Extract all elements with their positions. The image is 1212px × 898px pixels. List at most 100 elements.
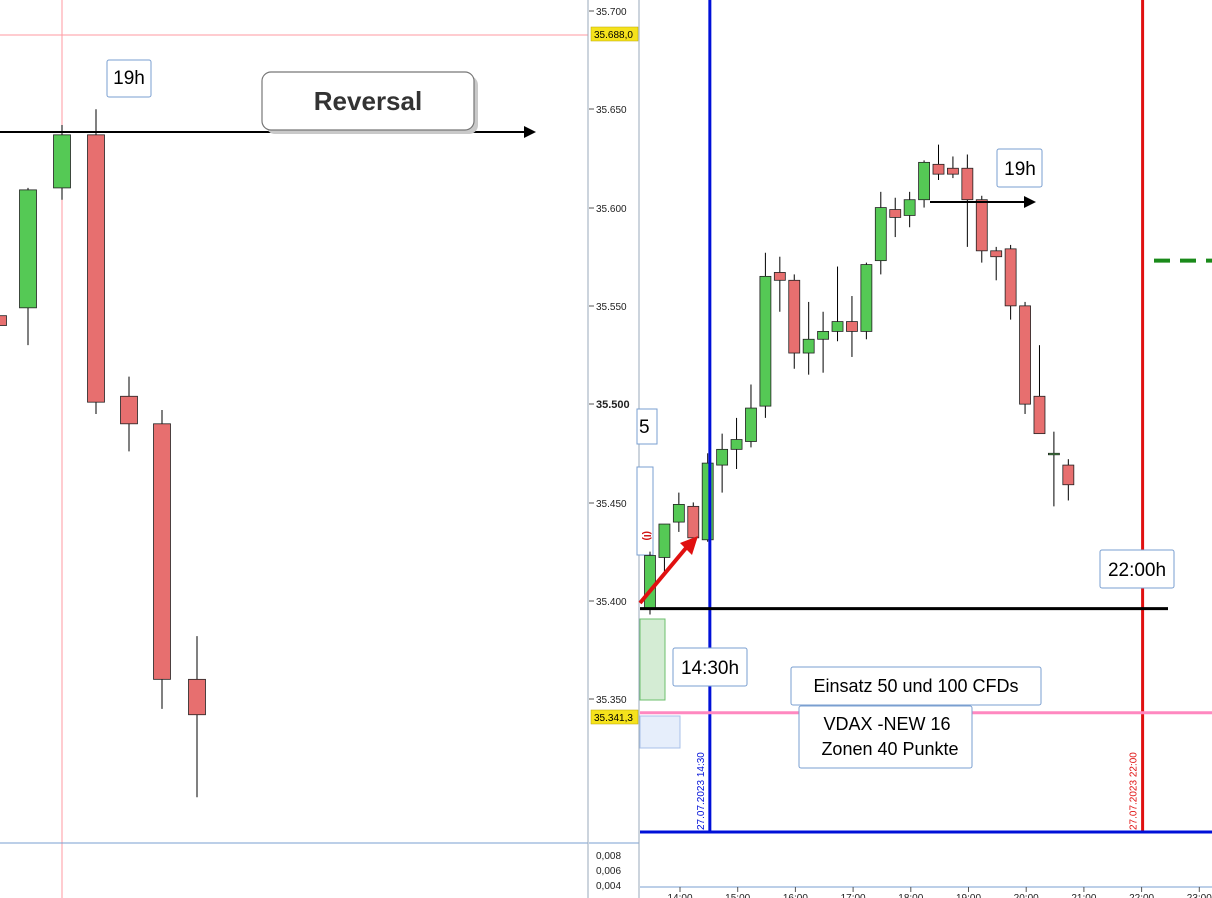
right-candle[interactable] (889, 209, 902, 218)
price-tick-35700: 35.700 (596, 7, 627, 18)
right-candle[interactable] (1062, 464, 1075, 486)
right-19h-label: 19h (1004, 159, 1036, 180)
right-19h-box[interactable]: 19h (996, 148, 1043, 188)
price-axis: 35.700 35.650 35.600 35.550 35.500 35.45… (589, 0, 640, 898)
time-axis-label: 17:00 (841, 893, 866, 898)
right-candles (644, 144, 1075, 615)
right-candle[interactable] (730, 439, 743, 450)
time-axis-label: 19:00 (956, 893, 981, 898)
lower-tick-0006: 0,006 (596, 866, 621, 877)
right-candle[interactable] (716, 448, 729, 466)
price-tag-top-bg (590, 26, 639, 42)
einsatz-label: Einsatz 50 und 100 CFDs (813, 676, 1018, 696)
time-axis-label: 21:00 (1071, 893, 1096, 898)
reversal-label: Reversal (314, 86, 422, 116)
right-candle[interactable] (701, 462, 714, 541)
partial-box-tag-frame (636, 466, 654, 556)
left-19h-box-frame (106, 59, 152, 98)
right-candle[interactable] (658, 523, 671, 558)
price-tag-bottom: 35.341,3 (590, 709, 639, 725)
left-candle[interactable] (153, 423, 171, 680)
right-candle[interactable] (745, 407, 757, 442)
right-candle[interactable] (903, 199, 916, 216)
price-tag-bottom-bg (590, 709, 639, 725)
right-candle[interactable] (788, 279, 801, 354)
price-tick-35550: 35.550 (596, 302, 627, 313)
left-19h-box[interactable]: 19h (106, 59, 152, 98)
left-chart: 19h Reversal (0, 0, 589, 898)
box-2200[interactable]: 22:00h (1099, 549, 1175, 589)
lower-tick-0008: 0,008 (596, 851, 621, 862)
right-candle[interactable] (1019, 305, 1031, 405)
time-axis: 14:00 15:00 16:00 17:00 18:00 19:00 20:00 21:00… (640, 886, 1212, 898)
partial-box-5-label: 5 (639, 417, 650, 438)
partial-box-tag[interactable]: (I) (636, 466, 654, 556)
vdax-line1: VDAX -NEW 16 (823, 714, 950, 734)
time-axis-label: 18:00 (898, 893, 923, 898)
red-entry-arrow-head (680, 536, 698, 555)
time-axis-label: 22:00 (1129, 893, 1154, 898)
right-candle[interactable] (802, 338, 815, 354)
right-candle[interactable] (831, 321, 844, 332)
right-candle[interactable] (947, 167, 959, 175)
red-entry-arrow-line (638, 546, 688, 605)
box-1430[interactable]: 14:30h (672, 647, 748, 687)
price-tick-35400: 35.400 (596, 597, 627, 608)
right-candle[interactable] (817, 331, 829, 340)
left-candle[interactable] (0, 315, 7, 326)
right-candle[interactable] (644, 555, 656, 609)
price-tag-top: 35.688,0 (590, 26, 639, 42)
einsatz-box-frame (790, 666, 1042, 706)
box-1430-frame (672, 647, 748, 687)
right-candle[interactable] (860, 264, 873, 332)
reversal-box[interactable]: Reversal (261, 71, 478, 134)
price-tag-top-text: 35.688,0 (594, 30, 633, 41)
vdax-box[interactable]: VDAX -NEW 16 Zonen 40 Punkte (798, 705, 973, 769)
price-axis-background (589, 0, 639, 898)
time-axis-label: 15:00 (725, 893, 750, 898)
right-candle[interactable] (961, 167, 974, 201)
right-candle[interactable] (874, 207, 887, 262)
price-tick-35600: 35.600 (596, 204, 627, 215)
right-19h-box-frame (996, 148, 1043, 188)
right-candle[interactable] (990, 250, 1003, 258)
time-axis-label: 20:00 (1014, 893, 1039, 898)
left-candle[interactable] (120, 395, 138, 425)
left-candles (0, 109, 206, 798)
vdax-box-frame (798, 705, 973, 769)
right-candle[interactable] (773, 272, 786, 281)
price-tick-35450: 35.450 (596, 499, 627, 510)
right-candle[interactable] (672, 503, 685, 523)
box-1430-label: 14:30h (681, 658, 739, 679)
price-tag-bottom-text: 35.341,3 (594, 713, 633, 724)
box-2200-label: 22:00h (1108, 560, 1166, 581)
left-candle[interactable] (53, 134, 71, 189)
partial-box-5[interactable]: 5 (636, 408, 658, 445)
right-19h-arrow-head (1024, 196, 1036, 208)
left-candle[interactable] (19, 189, 37, 309)
right-candle[interactable] (975, 199, 988, 252)
right-candle[interactable] (759, 275, 772, 407)
einsatz-box[interactable]: Einsatz 50 und 100 CFDs (790, 666, 1042, 706)
lower-tick-0004: 0,004 (596, 881, 621, 892)
right-candle[interactable] (846, 321, 858, 332)
right-candle[interactable] (918, 161, 930, 201)
price-tick-35350: 35.350 (596, 695, 627, 706)
red-entry-arrow (638, 536, 698, 605)
right-candle[interactable] (1004, 248, 1017, 307)
right-candle[interactable] (687, 505, 700, 539)
right-zone-blue (639, 715, 681, 749)
right-candle[interactable] (1033, 395, 1046, 435)
time-axis-label: 14:00 (667, 893, 692, 898)
vertical-line-2200-label: 27.07.2023 22:00 (1129, 752, 1140, 830)
right-zone-green (639, 618, 666, 701)
right-candle[interactable] (932, 163, 945, 175)
left-candle[interactable] (87, 134, 105, 403)
reversal-arrow-head (524, 126, 536, 138)
left-candle[interactable] (188, 678, 206, 716)
right-candle[interactable] (1048, 452, 1060, 456)
left-19h-label: 19h (113, 68, 145, 89)
time-axis-label: 16:00 (783, 893, 808, 898)
price-tick-35650: 35.650 (596, 105, 627, 116)
time-axis-label: 23:00 (1187, 893, 1212, 898)
